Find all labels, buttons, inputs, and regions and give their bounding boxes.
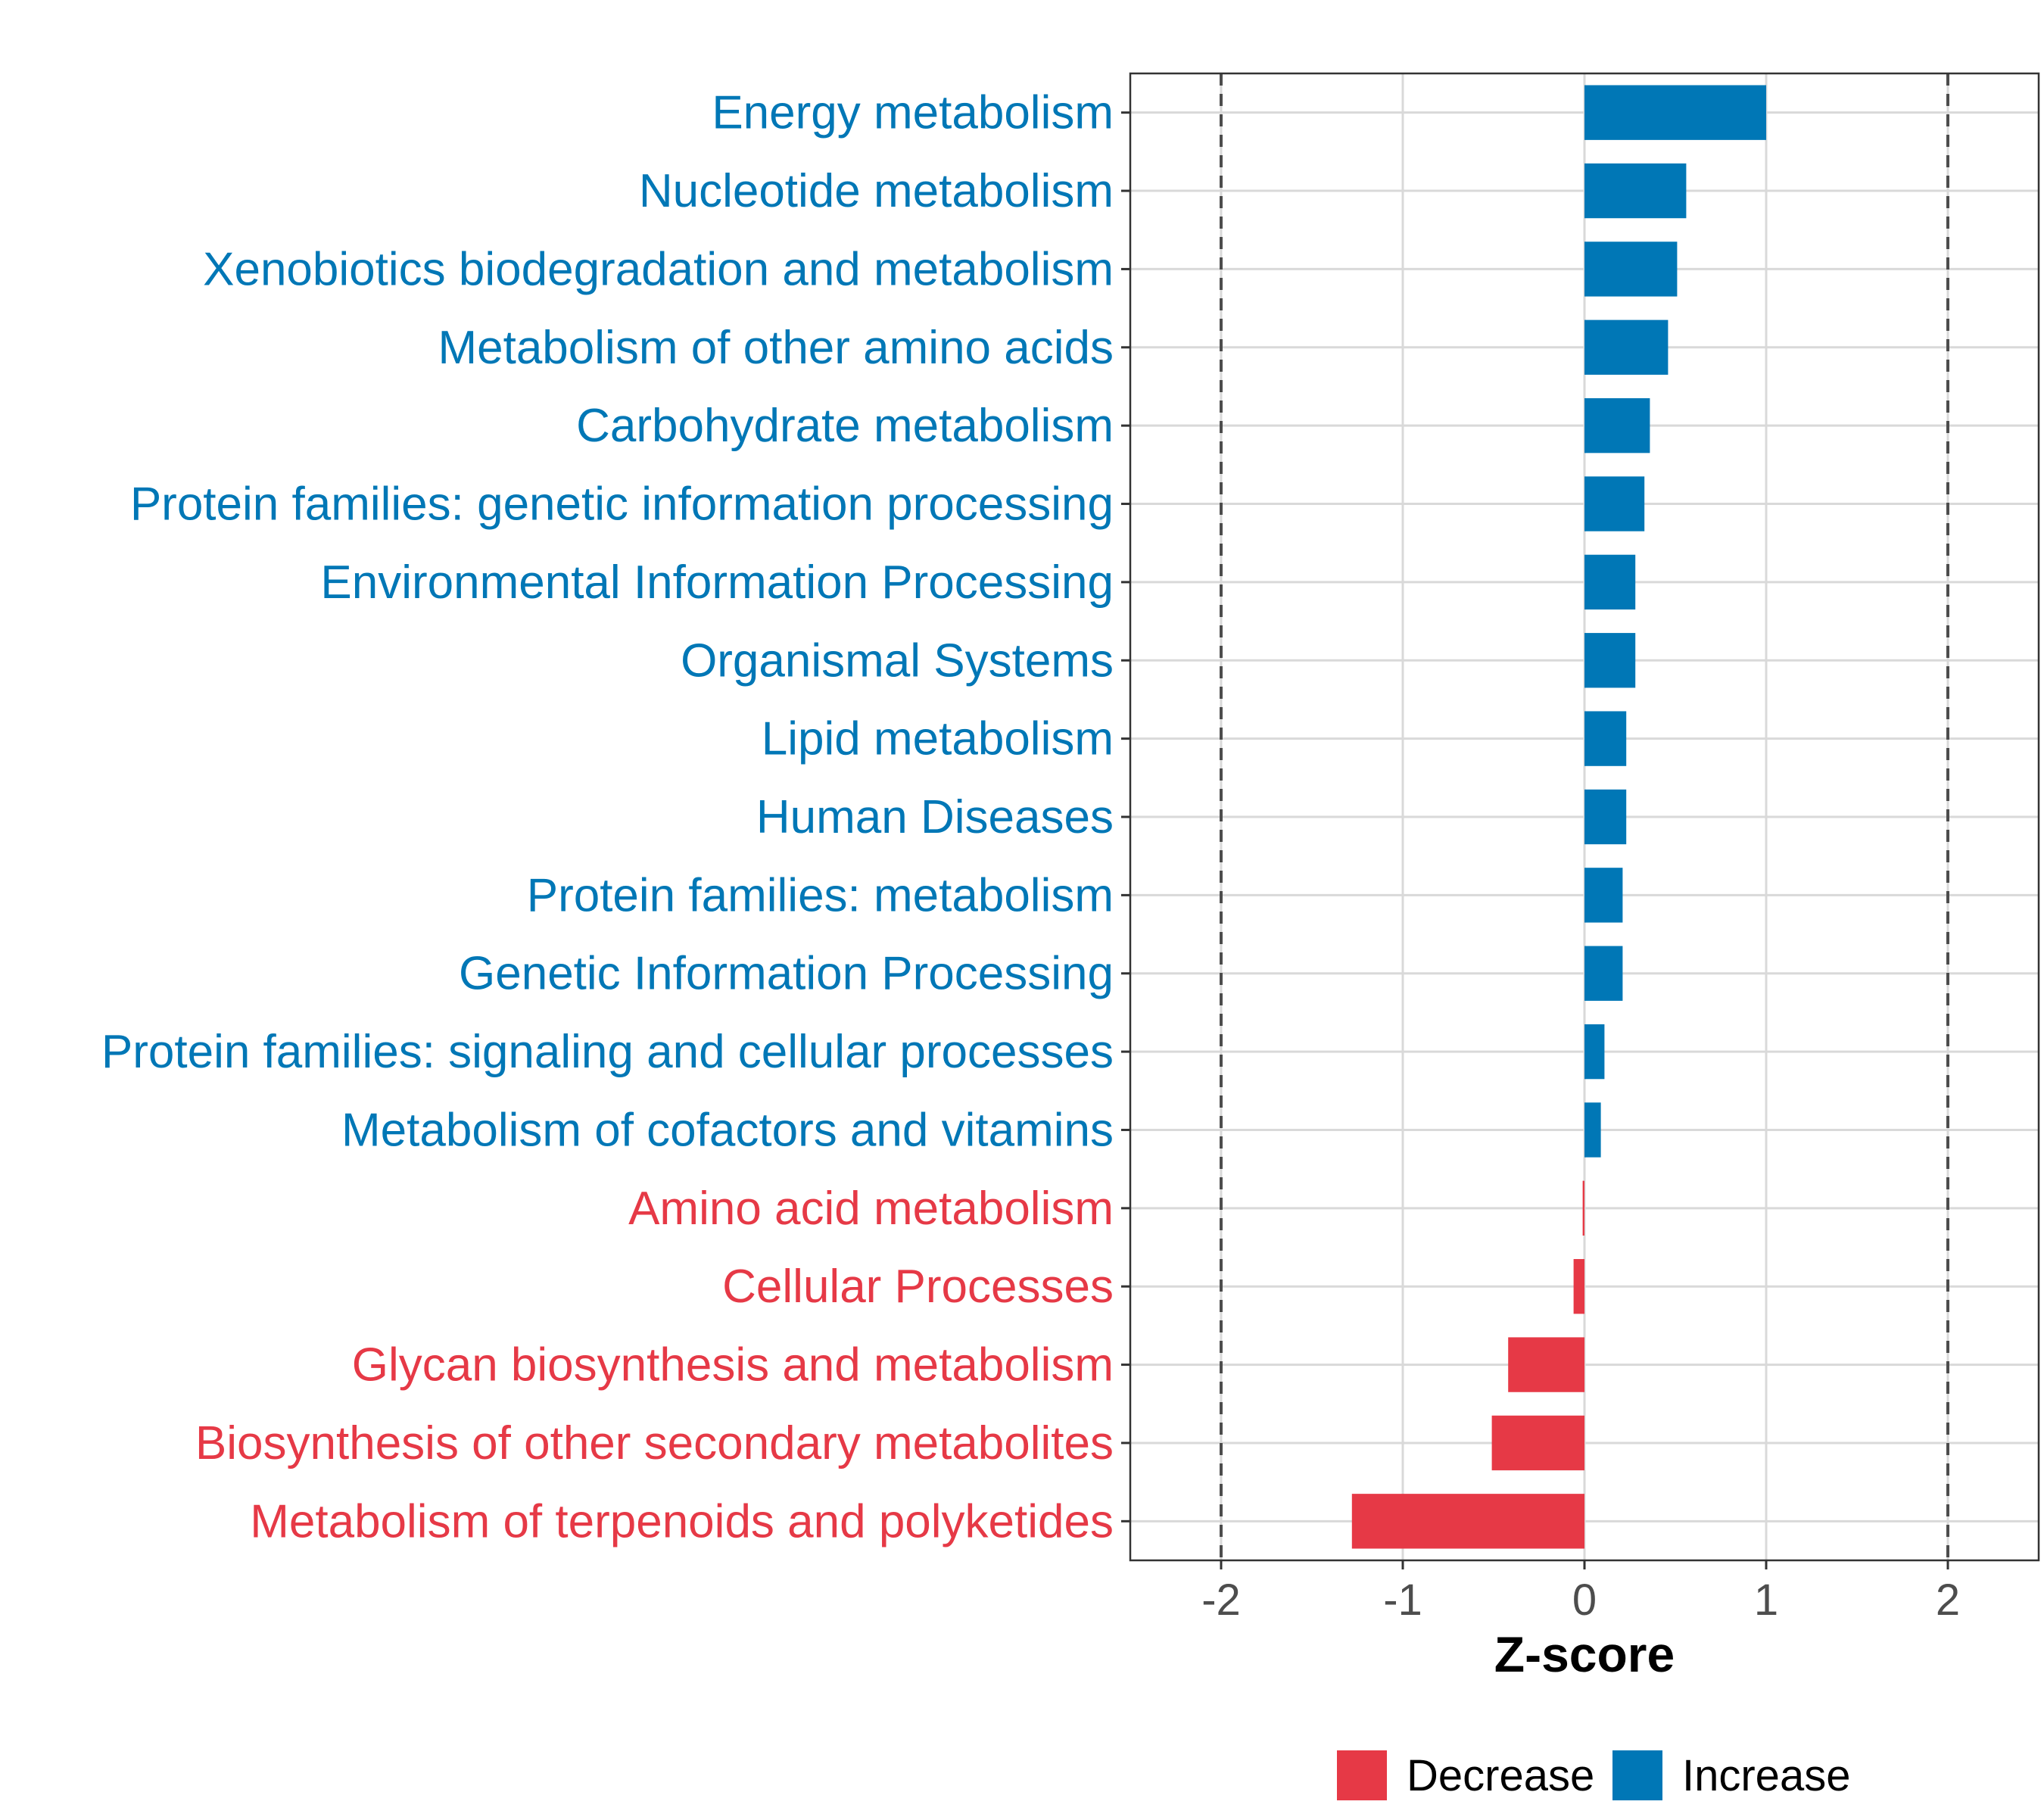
category-label: Environmental Information Processing [320,556,1114,609]
bar [1584,1024,1605,1080]
category-label: Protein families: signaling and cellular… [101,1026,1114,1078]
x-axis-title: Z-score [1494,1626,1675,1682]
category-label: Protein families: genetic information pr… [130,478,1114,531]
bars [1351,85,1766,1549]
bar [1584,1102,1601,1158]
bar [1584,319,1669,375]
category-label: Organismal Systems [681,634,1114,687]
x-tick-label: -1 [1383,1575,1422,1625]
bar [1584,868,1623,923]
bar [1351,1494,1584,1549]
bar [1508,1337,1584,1392]
bar [1584,476,1645,531]
bar [1584,242,1678,297]
legend-label: Decrease [1407,1751,1594,1800]
x-axis-ticks: -2 -1 0 1 2 [1201,1560,1960,1625]
category-label: Carbohydrate metabolism [576,400,1114,452]
category-label: Amino acid metabolism [628,1183,1114,1235]
category-label: Cellular Processes [722,1261,1114,1313]
bar [1584,554,1636,610]
bar [1582,1180,1584,1236]
bar [1584,163,1687,219]
bar [1584,789,1627,845]
bar [1491,1415,1584,1471]
bar [1584,633,1636,688]
category-label: Protein families: metabolism [527,869,1114,921]
y-axis-labels: Energy metabolism Nucleotide metabolism Xe… [101,87,1114,1548]
category-label: Xenobiotics biodegradation and metabolis… [203,243,1114,295]
category-label: Metabolism of other amino acids [438,322,1114,374]
category-label: Human Diseases [756,791,1114,843]
legend-label: Increase [1682,1751,1850,1800]
bar [1584,85,1766,140]
category-label: Genetic Information Processing [459,948,1114,1000]
category-label: Metabolism of terpenoids and polyketides [250,1495,1114,1547]
x-tick-label: 1 [1754,1575,1778,1625]
bar [1573,1259,1584,1314]
category-label: Biosynthesis of other secondary metaboli… [195,1417,1114,1469]
category-label: Lipid metabolism [762,713,1114,765]
legend-key [1337,1750,1387,1800]
category-label: Energy metabolism [712,87,1114,139]
bar [1584,711,1627,766]
x-tick-label: -2 [1201,1575,1241,1625]
y-axis-ticks [1121,111,1130,1522]
reference-lines [1220,73,1949,1560]
x-tick-label: 2 [1936,1575,1960,1625]
legend-key [1612,1750,1662,1800]
x-tick-label: 0 [1572,1575,1597,1625]
legend: Decrease Increase [1337,1750,1850,1800]
category-label: Metabolism of cofactors and vitamins [341,1104,1114,1156]
category-label: Glycan biosynthesis and metabolism [352,1339,1114,1392]
bar [1584,946,1623,1001]
category-label: Nucleotide metabolism [639,165,1114,217]
bar [1584,397,1650,453]
